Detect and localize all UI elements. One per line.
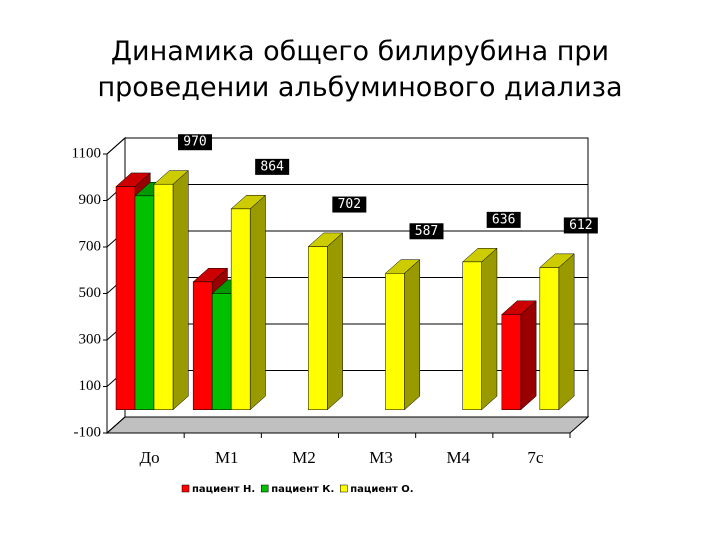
- bar: [501, 300, 537, 411]
- x-tick-label: М1: [215, 448, 239, 467]
- value-label-bg: [409, 223, 444, 240]
- legend-swatch: [260, 484, 269, 493]
- legend-swatch: [340, 484, 348, 493]
- bar-front: [385, 273, 405, 410]
- bar: [153, 170, 189, 411]
- x-tick-label: М2: [292, 448, 316, 467]
- bar: [230, 194, 267, 411]
- bar-front: [539, 267, 560, 410]
- value-label: 864: [260, 159, 284, 174]
- bar-front: [308, 246, 328, 410]
- bar-front: [153, 183, 174, 410]
- value-label: 636: [492, 212, 515, 227]
- y-tick-label: 900: [79, 192, 102, 208]
- bar-side: [481, 247, 498, 411]
- bar: [384, 259, 421, 411]
- legend-swatch: [181, 484, 190, 493]
- value-label: 612: [569, 218, 592, 233]
- x-tick-label: М4: [446, 448, 470, 467]
- bar-front: [230, 208, 251, 410]
- bar: [462, 247, 498, 411]
- bar-side: [172, 170, 189, 411]
- x-tick-label: 7с: [527, 448, 544, 467]
- bar-side: [558, 253, 575, 411]
- legend-label: пациент Н.: [192, 484, 255, 495]
- y-tick-label: 100: [79, 378, 102, 394]
- y-tick-label: -100: [74, 424, 102, 440]
- value-label-bg: [486, 211, 521, 228]
- bar-side: [520, 300, 537, 411]
- y-tick-label: 500: [79, 285, 102, 301]
- bar-front: [115, 186, 136, 410]
- bar-front: [134, 195, 155, 410]
- bar-front: [462, 261, 482, 410]
- x-tick-label: До: [140, 448, 160, 467]
- bar-front: [211, 293, 232, 410]
- legend-label: пациент О.: [350, 484, 413, 495]
- bar: [307, 232, 344, 411]
- y-tick-label: 1100: [72, 145, 101, 161]
- value-label: 970: [183, 135, 206, 150]
- grid-line: [106, 137, 126, 155]
- value-label-bg: [178, 134, 212, 151]
- bar-side: [404, 259, 421, 411]
- y-tick-label: 700: [79, 238, 102, 254]
- y-tick-label: 300: [79, 331, 102, 347]
- floor: [105, 416, 590, 434]
- bar-front: [501, 314, 522, 410]
- grid-line: [106, 416, 126, 434]
- legend-label: пациент К.: [271, 484, 334, 495]
- value-label-bg: [255, 158, 290, 175]
- chart-title: Динамика общего билирубина при проведени…: [97, 36, 623, 103]
- bar: [539, 253, 575, 411]
- value-label-bg: [332, 196, 367, 213]
- value-label-bg: [563, 217, 598, 234]
- value-label: 587: [415, 224, 438, 239]
- value-label: 702: [338, 197, 361, 212]
- bar-front: [192, 281, 213, 410]
- bar-side: [327, 232, 343, 411]
- bar-side: [249, 194, 266, 411]
- legend: пациент Н. пациент К. пациент О.: [181, 484, 414, 495]
- x-tick-label: М3: [369, 448, 393, 467]
